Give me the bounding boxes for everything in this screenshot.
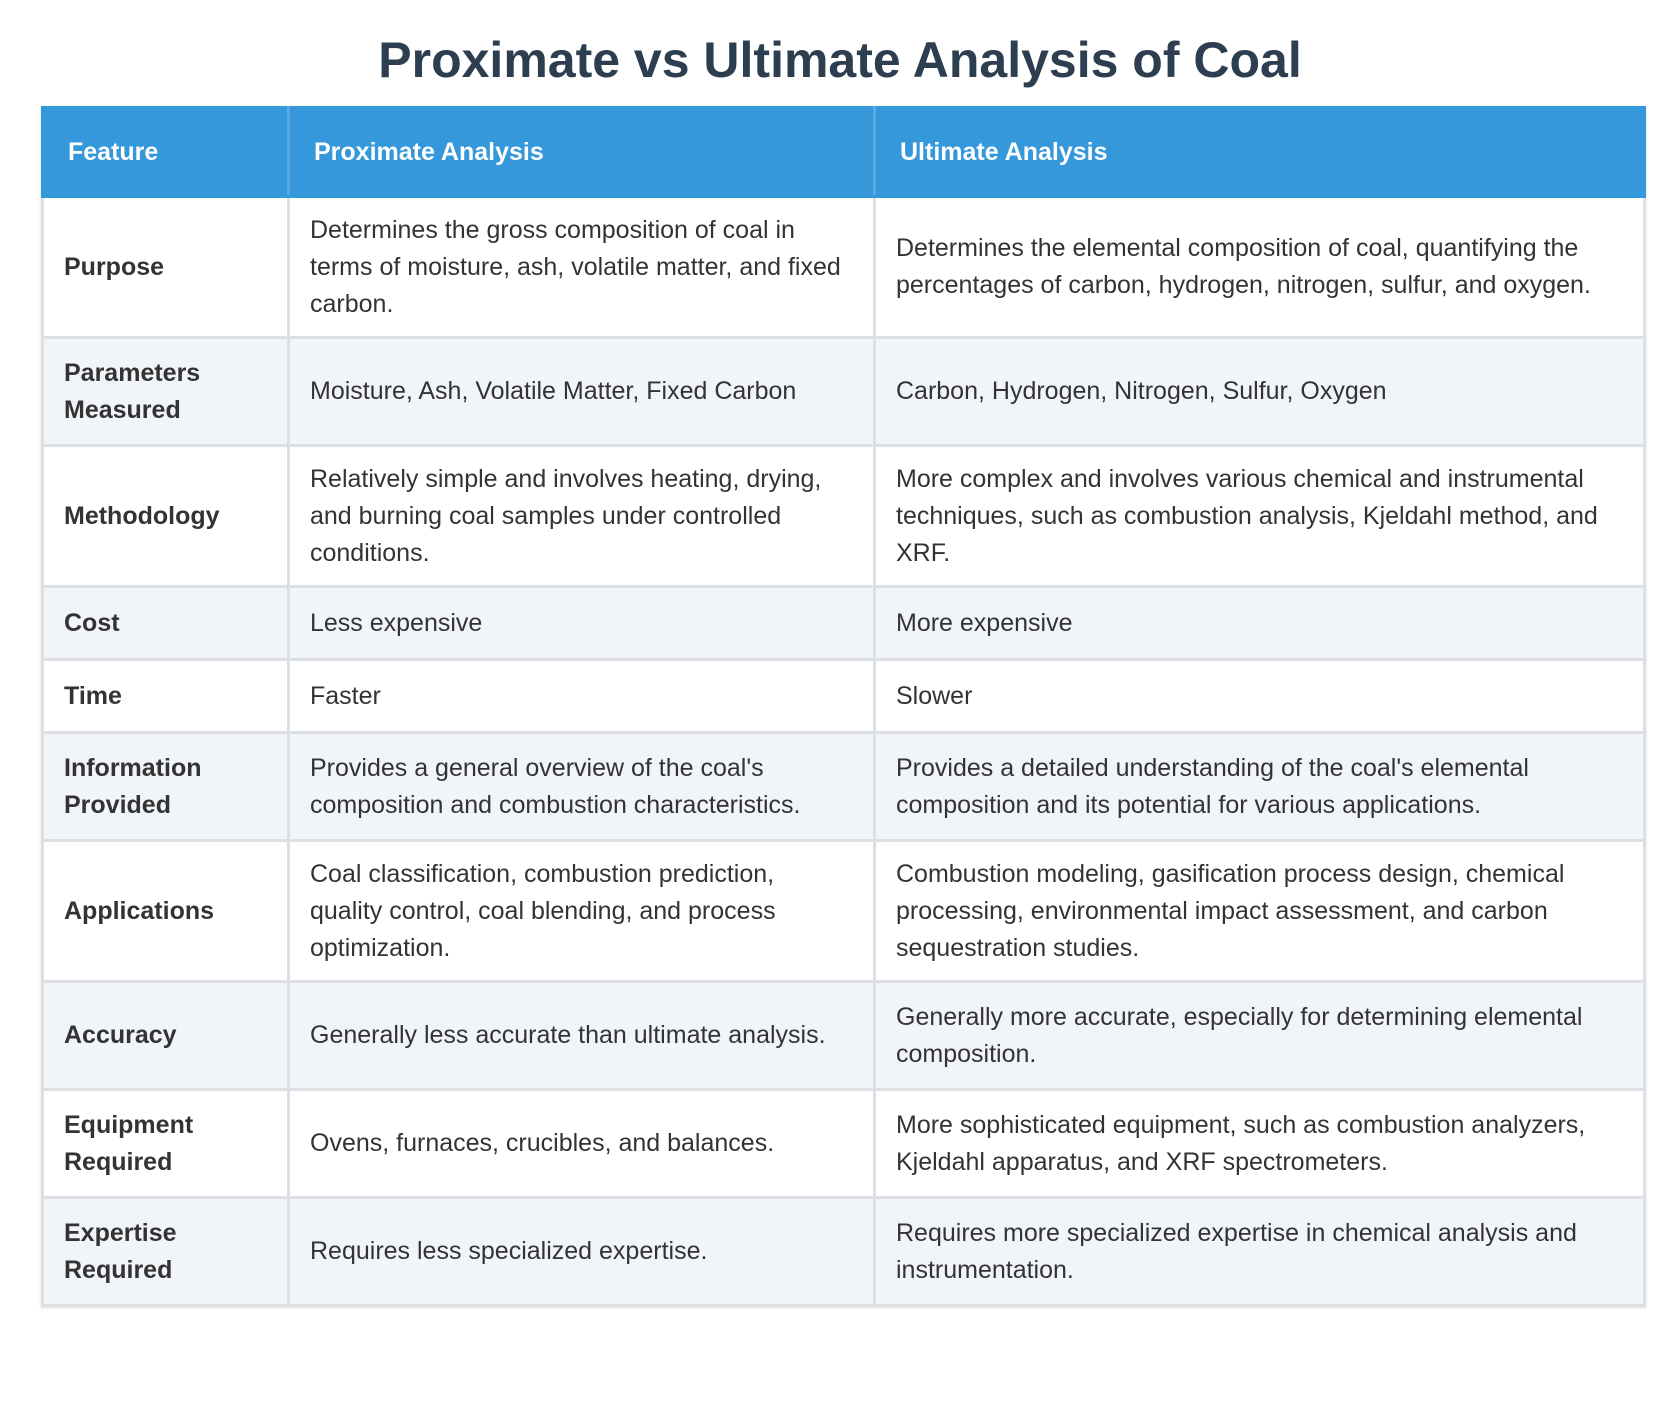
- ultimate-cell: More sophisticated equipment, such as co…: [873, 1088, 1646, 1199]
- proximate-cell: Moisture, Ash, Volatile Matter, Fixed Ca…: [287, 336, 876, 447]
- feature-cell: Applications: [41, 839, 290, 983]
- proximate-cell: Requires less specialized expertise.: [287, 1196, 876, 1307]
- ultimate-cell: Combustion modeling, gasification proces…: [873, 839, 1646, 983]
- feature-cell: Time: [41, 658, 290, 734]
- proximate-cell: Generally less accurate than ultimate an…: [287, 980, 876, 1091]
- feature-cell: Parameters Measured: [41, 336, 290, 447]
- table-row: Information Provided Provides a general …: [41, 731, 1646, 842]
- proximate-cell: Determines the gross composition of coal…: [287, 195, 876, 339]
- table-row: Cost Less expensive More expensive: [41, 585, 1646, 661]
- table-row: Time Faster Slower: [41, 658, 1646, 734]
- table-row: Equipment Required Ovens, furnaces, cruc…: [41, 1088, 1646, 1199]
- feature-cell: Equipment Required: [41, 1088, 290, 1199]
- ultimate-cell: Requires more specialized expertise in c…: [873, 1196, 1646, 1307]
- table-row: Methodology Relatively simple and involv…: [41, 444, 1646, 588]
- proximate-cell: Provides a general overview of the coal'…: [287, 731, 876, 842]
- column-header-ultimate: Ultimate Analysis: [873, 106, 1646, 198]
- column-header-feature: Feature: [41, 106, 290, 198]
- comparison-table: Feature Proximate Analysis Ultimate Anal…: [41, 106, 1646, 1307]
- table-row: Expertise Required Requires less special…: [41, 1196, 1646, 1307]
- proximate-cell: Faster: [287, 658, 876, 734]
- table-body: Purpose Determines the gross composition…: [41, 195, 1646, 1307]
- feature-cell: Methodology: [41, 444, 290, 588]
- ultimate-cell: Provides a detailed understanding of the…: [873, 731, 1646, 842]
- ultimate-cell: Carbon, Hydrogen, Nitrogen, Sulfur, Oxyg…: [873, 336, 1646, 447]
- ultimate-cell: More complex and involves various chemic…: [873, 444, 1646, 588]
- header-row: Feature Proximate Analysis Ultimate Anal…: [41, 106, 1646, 198]
- feature-cell: Purpose: [41, 195, 290, 339]
- table-header: Feature Proximate Analysis Ultimate Anal…: [41, 106, 1646, 198]
- proximate-cell: Relatively simple and involves heating, …: [287, 444, 876, 588]
- page-title: Proximate vs Ultimate Analysis of Coal: [378, 32, 1302, 88]
- table-row: Purpose Determines the gross composition…: [41, 195, 1646, 339]
- feature-cell: Expertise Required: [41, 1196, 290, 1307]
- table-row: Accuracy Generally less accurate than ul…: [41, 980, 1646, 1091]
- ultimate-cell: More expensive: [873, 585, 1646, 661]
- ultimate-cell: Slower: [873, 658, 1646, 734]
- proximate-cell: Coal classification, combustion predicti…: [287, 839, 876, 983]
- feature-cell: Information Provided: [41, 731, 290, 842]
- table-row: Parameters Measured Moisture, Ash, Volat…: [41, 336, 1646, 447]
- feature-cell: Accuracy: [41, 980, 290, 1091]
- proximate-cell: Less expensive: [287, 585, 876, 661]
- ultimate-cell: Determines the elemental composition of …: [873, 195, 1646, 339]
- table-row: Applications Coal classification, combus…: [41, 839, 1646, 983]
- feature-cell: Cost: [41, 585, 290, 661]
- column-header-proximate: Proximate Analysis: [287, 106, 876, 198]
- proximate-cell: Ovens, furnaces, crucibles, and balances…: [287, 1088, 876, 1199]
- ultimate-cell: Generally more accurate, especially for …: [873, 980, 1646, 1091]
